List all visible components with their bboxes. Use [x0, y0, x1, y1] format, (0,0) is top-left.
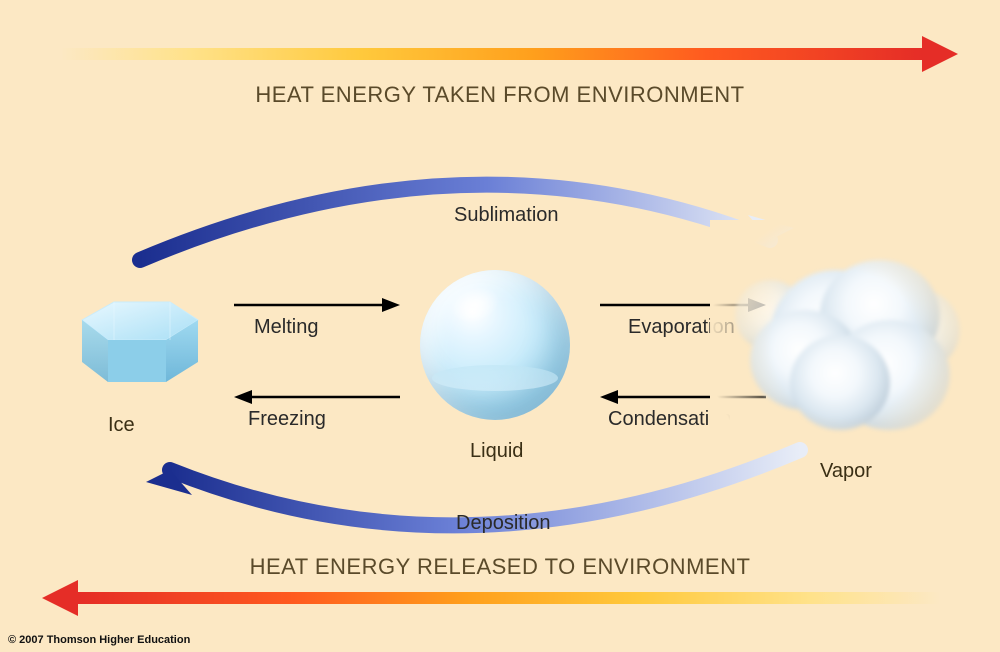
- deposition-label: Deposition: [456, 512, 551, 535]
- freezing-arrow: [232, 388, 402, 406]
- sublimation-label: Sublimation: [454, 204, 559, 227]
- copyright-text: © 2007 Thomson Higher Education: [8, 634, 190, 646]
- arrow-bar: [60, 48, 922, 60]
- deposition-arrow: [130, 440, 810, 560]
- liquid-state-icon: [420, 270, 570, 420]
- melting-arrow: [232, 296, 402, 314]
- arrow-bar: [78, 592, 940, 604]
- vapor-label: Vapor: [820, 460, 872, 483]
- melting-label: Melting: [254, 316, 318, 339]
- top-energy-arrow: [60, 44, 958, 64]
- vapor-state-icon: [730, 240, 960, 450]
- freezing-label: Freezing: [248, 408, 326, 431]
- bottom-heading: HEAT ENERGY RELEASED TO ENVIRONMENT: [0, 554, 1000, 580]
- top-heading: HEAT ENERGY TAKEN FROM ENVIRONMENT: [0, 82, 1000, 108]
- ice-label: Ice: [108, 414, 135, 437]
- ice-state-icon: [58, 290, 208, 400]
- bottom-energy-arrow: [42, 588, 940, 608]
- arrow-head: [42, 580, 78, 616]
- arrow-head: [922, 36, 958, 72]
